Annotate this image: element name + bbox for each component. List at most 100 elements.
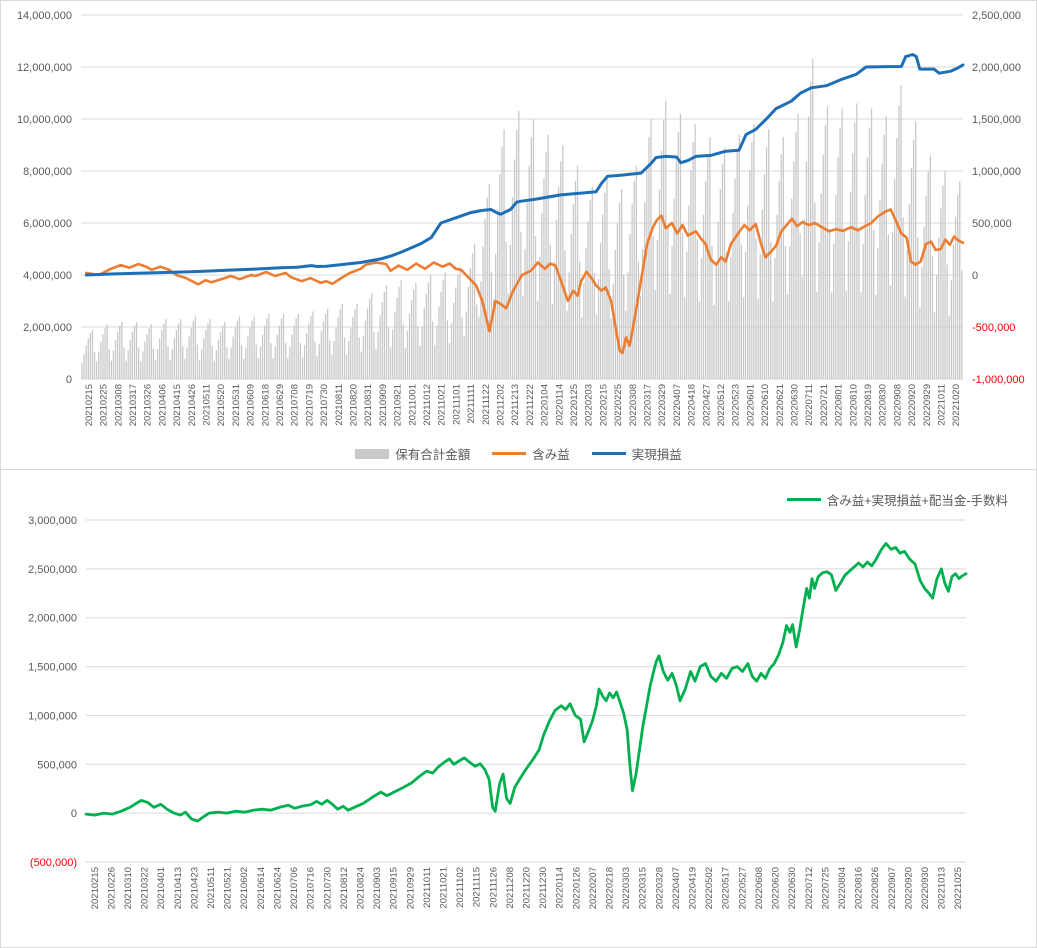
svg-text:20210531: 20210531 (231, 384, 242, 426)
svg-text:4,000,000: 4,000,000 (23, 270, 72, 282)
legend-item-total[interactable]: 含み益+実現損益+配当金-手数料 (786, 490, 1008, 509)
svg-text:20220621: 20220621 (775, 384, 786, 426)
holdings-chart-legend: 保有合計金額 含み益 実現損益 (1, 444, 1036, 463)
svg-text:20220203: 20220203 (584, 384, 595, 426)
svg-text:20220308: 20220308 (628, 384, 639, 426)
svg-text:20220620: 20220620 (771, 867, 782, 909)
svg-text:20220601: 20220601 (745, 384, 756, 426)
svg-text:20210406: 20210406 (157, 384, 168, 426)
holdings-chart-panel: 0 2,000,000 4,000,000 6,000,000 8,000,000 10,… (0, 0, 1037, 470)
svg-text:20210609: 20210609 (246, 384, 257, 426)
svg-text:20220804: 20220804 (837, 867, 848, 909)
total-profit-chart-panel: (500,000) 0 500,000 1,000,000 1,500,000 2,000… (0, 470, 1037, 948)
legend-label-holdings: 保有合計金額 (395, 448, 471, 462)
svg-text:20220816: 20220816 (854, 867, 865, 909)
svg-text:20211208: 20211208 (505, 867, 516, 909)
svg-text:20220920: 20220920 (907, 384, 918, 426)
svg-text:1,500,000: 1,500,000 (972, 114, 1021, 126)
svg-text:20220801: 20220801 (834, 384, 845, 426)
svg-text:20210929: 20210929 (405, 867, 416, 909)
svg-text:20210521: 20210521 (223, 867, 234, 909)
svg-text:-1,000,000: -1,000,000 (972, 374, 1025, 386)
svg-text:20220207: 20220207 (588, 867, 599, 909)
svg-text:20220303: 20220303 (621, 867, 632, 909)
svg-text:20220125: 20220125 (569, 384, 580, 426)
svg-text:20210326: 20210326 (143, 384, 154, 426)
svg-text:0: 0 (972, 270, 978, 282)
holdings-chart-canvas[interactable]: 0 2,000,000 4,000,000 6,000,000 8,000,000 10,… (1, 1, 1036, 469)
svg-text:(500,000): (500,000) (30, 857, 77, 869)
svg-text:20220810: 20220810 (848, 384, 859, 426)
legend-label-total: 含み益+実現損益+配当金-手数料 (826, 494, 1008, 508)
svg-text:20220225: 20220225 (613, 384, 624, 426)
svg-text:20210708: 20210708 (290, 384, 301, 426)
svg-text:20210811: 20210811 (334, 384, 345, 426)
svg-text:20220630: 20220630 (787, 867, 798, 909)
svg-text:20210511: 20210511 (201, 384, 212, 426)
svg-text:20220126: 20220126 (571, 867, 582, 909)
svg-text:20221011: 20221011 (936, 384, 947, 426)
svg-text:20220929: 20220929 (922, 384, 933, 426)
svg-text:20210308: 20210308 (113, 384, 124, 426)
svg-text:20211102: 20211102 (455, 867, 466, 908)
svg-text:20210310: 20210310 (123, 867, 134, 909)
total-line-swatch (786, 497, 821, 502)
svg-text:20210426: 20210426 (187, 384, 198, 426)
svg-text:20210909: 20210909 (378, 384, 389, 426)
svg-text:20220711: 20220711 (804, 384, 815, 426)
svg-text:20220114: 20220114 (554, 384, 565, 426)
svg-text:20220512: 20220512 (716, 384, 727, 426)
svg-text:20210921: 20210921 (393, 384, 404, 426)
total-profit-chart-canvas[interactable]: (500,000) 0 500,000 1,000,000 1,500,000 2,000… (1, 470, 1036, 947)
svg-text:20221020: 20221020 (951, 384, 962, 426)
svg-text:20210706: 20210706 (289, 867, 300, 909)
legend-item-unrealized[interactable]: 含み益 (492, 444, 570, 463)
svg-text:20221013: 20221013 (937, 867, 948, 909)
svg-text:20211115: 20211115 (472, 867, 483, 907)
svg-text:20211111: 20211111 (466, 384, 477, 423)
svg-text:20210225: 20210225 (99, 384, 110, 426)
svg-text:-500,000: -500,000 (972, 322, 1015, 334)
svg-text:20220329: 20220329 (657, 384, 668, 426)
legend-item-realized[interactable]: 実現損益 (591, 444, 682, 463)
svg-text:1,500,000: 1,500,000 (28, 662, 77, 674)
svg-text:20210820: 20210820 (348, 384, 359, 426)
svg-text:20220721: 20220721 (819, 384, 830, 426)
svg-text:20210903: 20210903 (372, 867, 383, 909)
svg-text:20211012: 20211012 (422, 384, 433, 426)
svg-text:20211222: 20211222 (525, 384, 536, 426)
svg-text:20220104: 20220104 (540, 384, 551, 426)
svg-text:20220407: 20220407 (672, 384, 683, 426)
svg-text:20210719: 20210719 (304, 384, 315, 426)
svg-text:2,000,000: 2,000,000 (28, 613, 77, 625)
svg-text:20210215: 20210215 (84, 384, 95, 426)
svg-text:20220826: 20220826 (870, 867, 881, 909)
svg-text:20220315: 20220315 (638, 867, 649, 909)
svg-text:20210413: 20210413 (173, 867, 184, 909)
svg-text:20220419: 20220419 (688, 867, 699, 909)
svg-text:20220712: 20220712 (804, 867, 815, 909)
svg-text:20211202: 20211202 (495, 384, 506, 426)
svg-text:500,000: 500,000 (37, 759, 77, 771)
svg-text:20220114: 20220114 (555, 867, 566, 909)
svg-text:20210629: 20210629 (275, 384, 286, 426)
svg-text:20220215: 20220215 (598, 384, 609, 426)
svg-text:20210730: 20210730 (319, 384, 330, 426)
svg-text:20211011: 20211011 (422, 867, 433, 908)
svg-text:20220517: 20220517 (721, 867, 732, 909)
svg-text:20210831: 20210831 (363, 384, 374, 426)
svg-text:0: 0 (66, 374, 72, 386)
legend-label-realized: 実現損益 (631, 448, 682, 462)
svg-text:0: 0 (71, 808, 77, 820)
svg-text:20210602: 20210602 (239, 867, 250, 909)
svg-text:20210322: 20210322 (140, 867, 151, 909)
legend-item-holdings[interactable]: 保有合計金額 (355, 444, 470, 463)
legend-label-unrealized: 含み益 (532, 448, 570, 462)
svg-text:6,000,000: 6,000,000 (23, 218, 72, 230)
unrealized-line-swatch (492, 451, 527, 456)
svg-text:2,000,000: 2,000,000 (23, 322, 72, 334)
svg-text:20210215: 20210215 (90, 867, 101, 909)
svg-text:20210401: 20210401 (156, 867, 167, 909)
svg-text:20220819: 20220819 (863, 384, 874, 426)
svg-text:20220907: 20220907 (887, 867, 898, 909)
